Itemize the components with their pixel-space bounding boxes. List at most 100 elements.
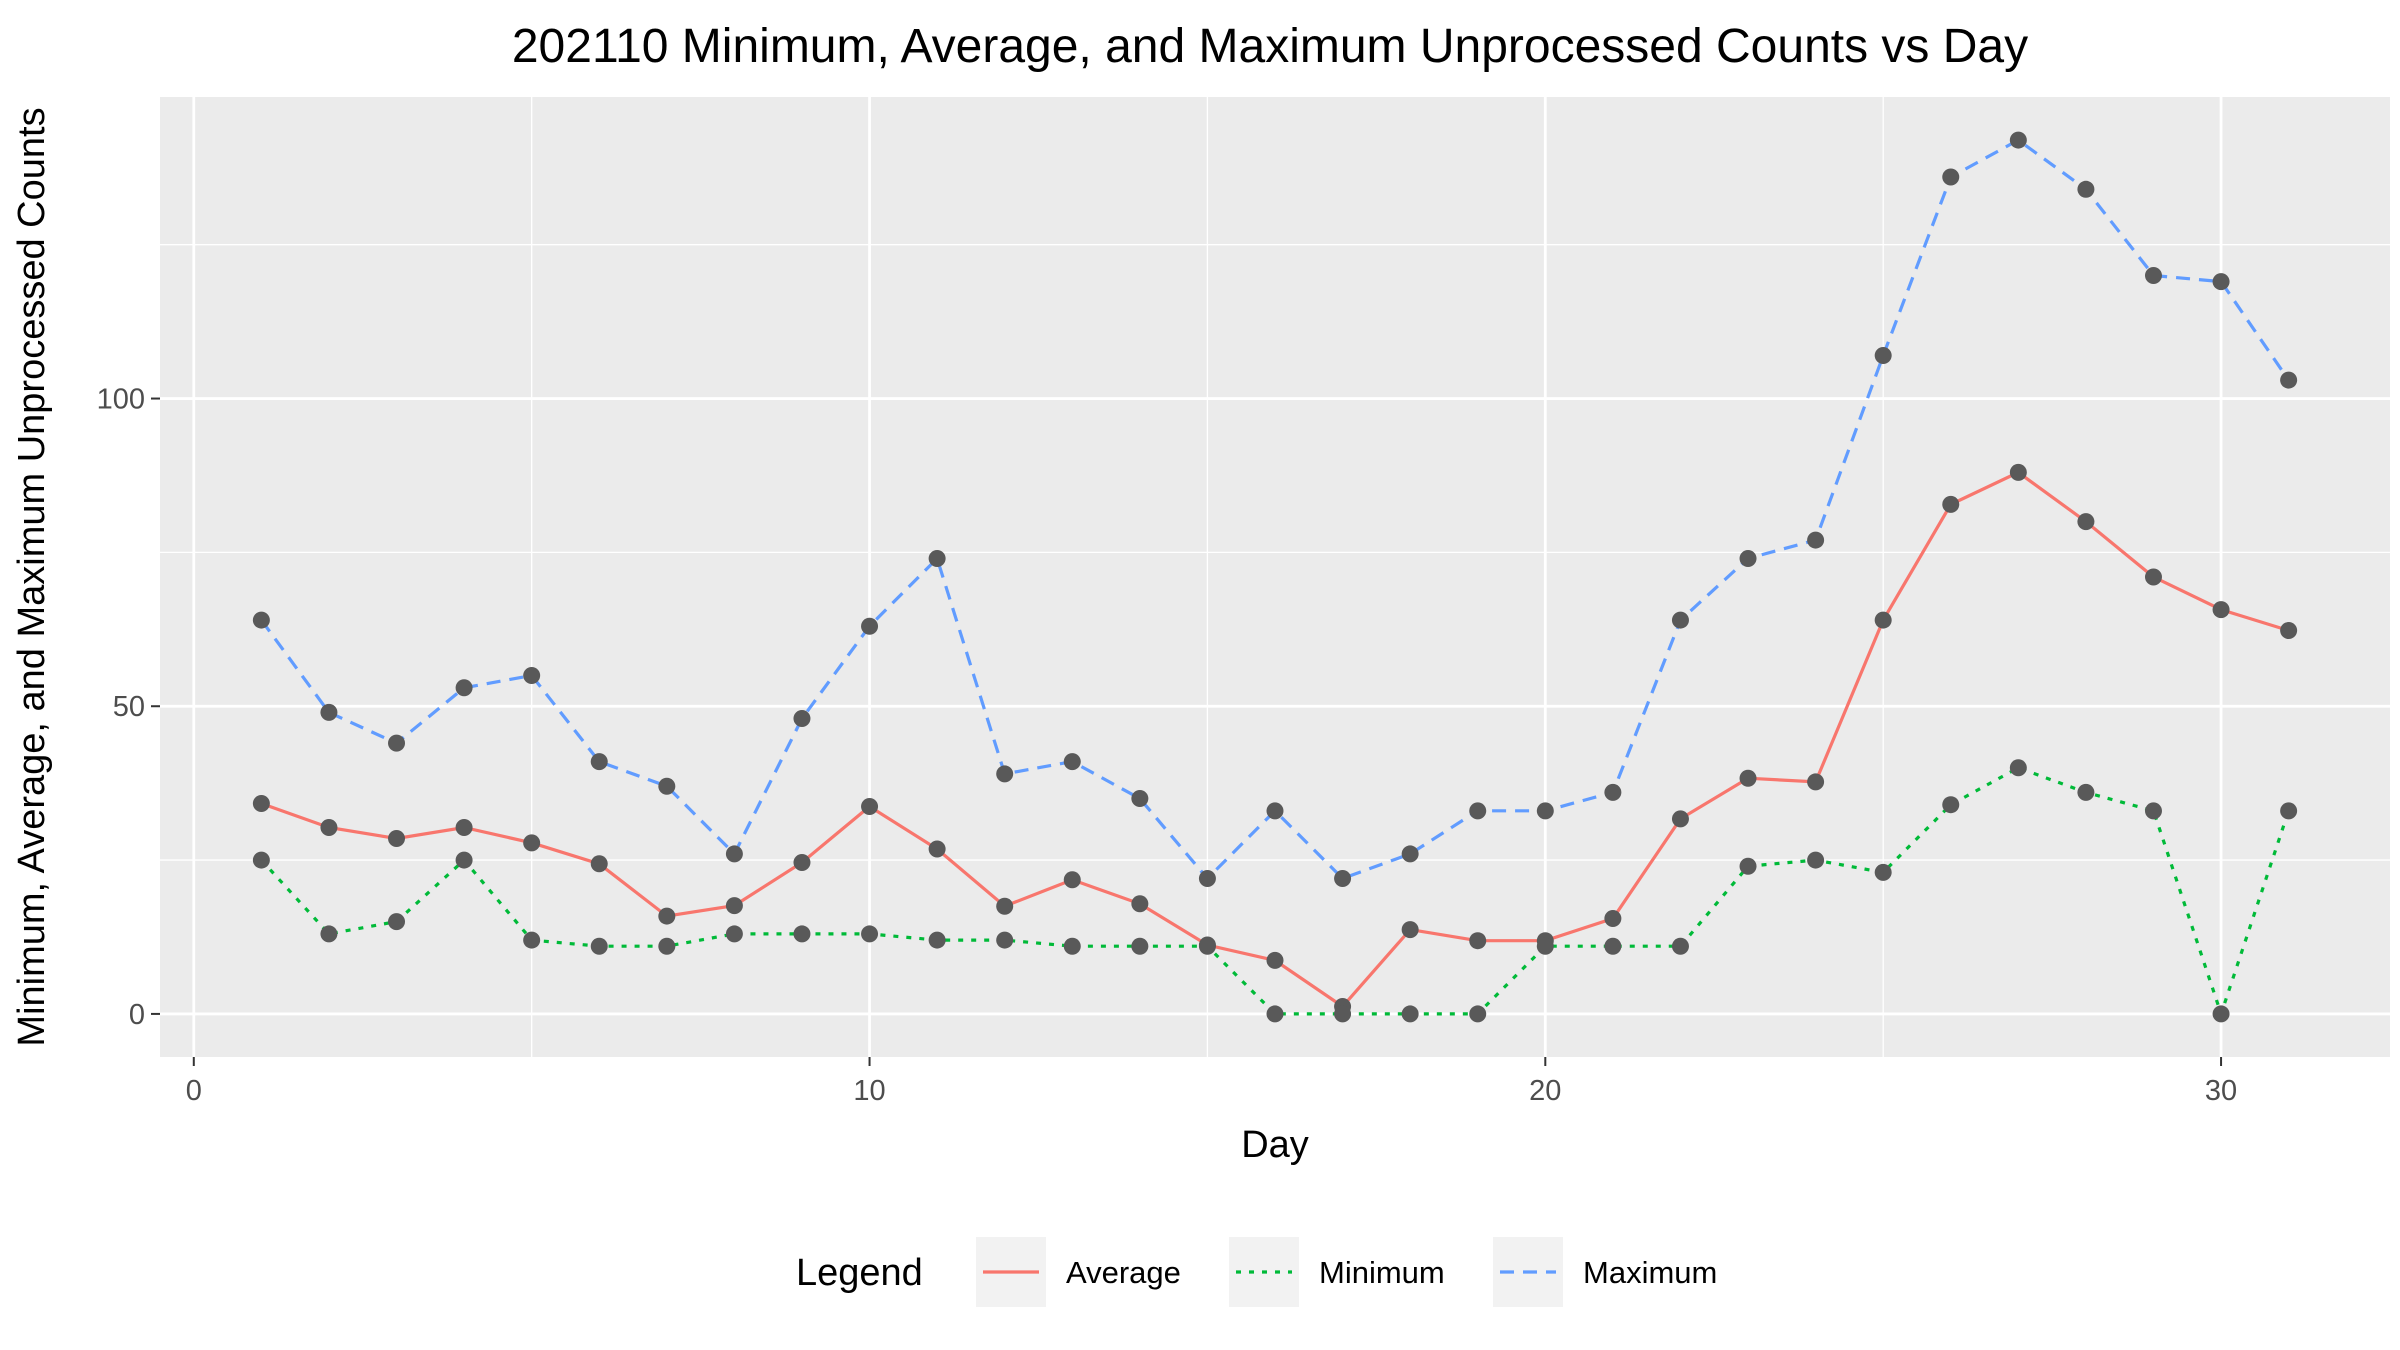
data-point-maximum bbox=[252, 611, 270, 629]
data-point-maximum bbox=[725, 845, 743, 863]
data-point-minimum bbox=[1874, 863, 1892, 881]
data-point-minimum bbox=[2144, 802, 2162, 820]
data-point-average bbox=[1469, 932, 1487, 950]
data-point-maximum bbox=[1334, 870, 1352, 888]
legend-label-average: Average bbox=[1066, 1255, 1181, 1290]
data-point-average bbox=[1671, 810, 1689, 828]
data-point-minimum bbox=[1063, 937, 1081, 955]
data-point-average bbox=[658, 907, 676, 925]
data-point-average bbox=[1739, 769, 1757, 787]
grid bbox=[160, 97, 2390, 1057]
data-point-average bbox=[1063, 871, 1081, 889]
data-point-average bbox=[455, 818, 473, 836]
x-tick-label: 30 bbox=[2205, 1075, 2237, 1107]
data-point-average bbox=[388, 830, 406, 848]
data-point-minimum bbox=[2280, 802, 2298, 820]
data-point-minimum bbox=[1807, 851, 1825, 869]
data-point-minimum bbox=[455, 851, 473, 869]
x-tick-label: 20 bbox=[1529, 1075, 1561, 1107]
data-point-average bbox=[2212, 601, 2230, 619]
data-point-maximum bbox=[1198, 870, 1216, 888]
data-point-minimum bbox=[1401, 1005, 1419, 1023]
legend: Legend Average Minimum Maximum bbox=[796, 1237, 1717, 1307]
data-point-minimum bbox=[1942, 796, 1960, 814]
data-point-minimum bbox=[658, 937, 676, 955]
chart-title: 202110 Minimum, Average, and Maximum Unp… bbox=[512, 20, 2028, 73]
data-point-average bbox=[928, 840, 946, 858]
data-point-minimum bbox=[996, 931, 1014, 949]
data-point-maximum bbox=[1671, 611, 1689, 629]
data-point-maximum bbox=[2280, 371, 2298, 389]
data-point-minimum bbox=[793, 925, 811, 943]
data-point-maximum bbox=[1266, 802, 1284, 820]
data-point-minimum bbox=[1334, 1005, 1352, 1023]
data-point-minimum bbox=[2077, 783, 2095, 801]
data-point-maximum bbox=[1874, 346, 1892, 364]
data-point-minimum bbox=[252, 851, 270, 869]
data-point-average bbox=[1604, 910, 1622, 928]
data-point-maximum bbox=[996, 765, 1014, 783]
data-point-maximum bbox=[1536, 802, 1554, 820]
data-point-maximum bbox=[590, 753, 608, 771]
data-point-minimum bbox=[1671, 937, 1689, 955]
x-tick-label: 10 bbox=[853, 1075, 885, 1107]
data-point-minimum bbox=[861, 925, 879, 943]
data-point-maximum bbox=[793, 710, 811, 728]
data-point-minimum bbox=[1604, 937, 1622, 955]
data-point-maximum bbox=[1942, 168, 1960, 186]
data-point-maximum bbox=[2009, 131, 2027, 149]
data-point-minimum bbox=[2009, 759, 2027, 777]
data-point-average bbox=[861, 798, 879, 816]
data-point-maximum bbox=[658, 777, 676, 795]
data-point-minimum bbox=[1469, 1005, 1487, 1023]
data-point-average bbox=[1266, 951, 1284, 969]
x-tick-label: 0 bbox=[186, 1075, 202, 1107]
data-point-maximum bbox=[861, 617, 879, 635]
data-point-maximum bbox=[2077, 180, 2095, 198]
data-point-minimum bbox=[1536, 937, 1554, 955]
x-axis-title: Day bbox=[1241, 1124, 1309, 1166]
data-point-minimum bbox=[725, 925, 743, 943]
data-point-average bbox=[2077, 513, 2095, 531]
data-point-maximum bbox=[2144, 266, 2162, 284]
data-point-maximum bbox=[455, 679, 473, 697]
legend-label-minimum: Minimum bbox=[1319, 1255, 1445, 1290]
legend-title: Legend bbox=[796, 1252, 923, 1294]
data-point-maximum bbox=[1469, 802, 1487, 820]
data-point-average bbox=[252, 794, 270, 812]
legend-label-maximum: Maximum bbox=[1583, 1255, 1717, 1290]
data-point-maximum bbox=[1401, 845, 1419, 863]
data-point-maximum bbox=[1739, 550, 1757, 568]
data-point-maximum bbox=[1063, 753, 1081, 771]
data-point-maximum bbox=[928, 550, 946, 568]
data-point-minimum bbox=[320, 925, 338, 943]
plot-panel bbox=[160, 97, 2390, 1057]
y-tick-label: 50 bbox=[113, 691, 145, 723]
data-point-average bbox=[725, 897, 743, 915]
data-point-minimum bbox=[590, 937, 608, 955]
data-point-average bbox=[1874, 611, 1892, 629]
data-point-minimum bbox=[1131, 937, 1149, 955]
data-point-minimum bbox=[2212, 1005, 2230, 1023]
data-point-average bbox=[590, 855, 608, 873]
data-point-average bbox=[2009, 463, 2027, 481]
data-point-maximum bbox=[1807, 531, 1825, 549]
data-point-minimum bbox=[928, 931, 946, 949]
data-point-minimum bbox=[523, 931, 541, 949]
data-point-maximum bbox=[1604, 783, 1622, 801]
data-point-maximum bbox=[523, 666, 541, 684]
data-point-average bbox=[1131, 895, 1149, 913]
data-point-average bbox=[793, 854, 811, 872]
data-point-minimum bbox=[1198, 937, 1216, 955]
data-point-average bbox=[523, 834, 541, 852]
data-points bbox=[252, 131, 2298, 1023]
data-point-average bbox=[2280, 622, 2298, 640]
data-point-minimum bbox=[1739, 857, 1757, 875]
data-point-minimum bbox=[388, 913, 406, 931]
data-point-average bbox=[320, 818, 338, 836]
y-axis-title: Minimum, Average, and Maximum Unprocesse… bbox=[11, 107, 53, 1046]
data-point-average bbox=[2144, 568, 2162, 586]
data-point-average bbox=[996, 897, 1014, 915]
data-point-average bbox=[1807, 773, 1825, 791]
